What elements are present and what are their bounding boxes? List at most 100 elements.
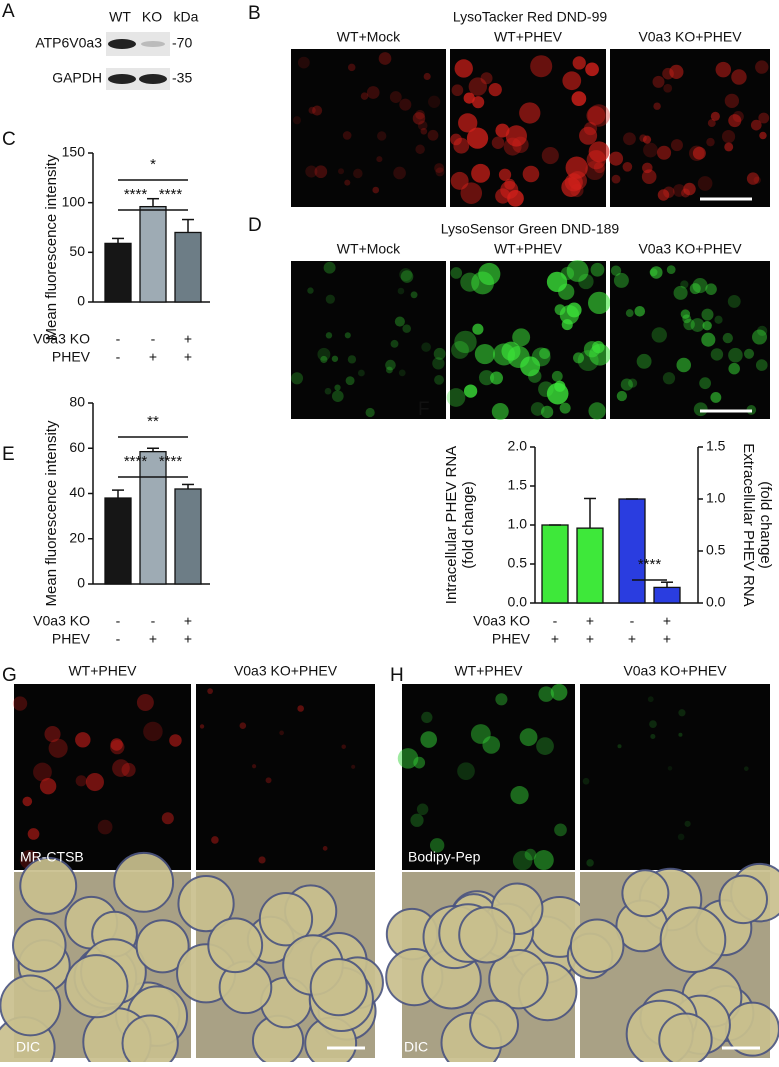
- cell-signal: [470, 724, 491, 744]
- cell-signal: [590, 262, 605, 277]
- cell-signal: [759, 131, 767, 140]
- condition-sign: -: [553, 613, 558, 629]
- dic-cell: [12, 917, 67, 973]
- dic-cell: [718, 874, 769, 925]
- cell-signal: [357, 369, 365, 377]
- cell-signal: [413, 756, 426, 769]
- cell-signal: [457, 762, 475, 781]
- cell-signal: [454, 330, 477, 354]
- cell-signal: [460, 182, 483, 204]
- mw-marker: -70: [172, 35, 192, 51]
- dic-cell: [569, 918, 625, 974]
- condition-label: V0a3 KO+PHEV: [638, 29, 742, 45]
- cell-signal: [565, 156, 588, 179]
- cell-signal: [705, 283, 717, 295]
- cell-signal: [97, 819, 113, 835]
- blot-row-label: GAPDH: [52, 70, 102, 86]
- dic-cell: [258, 892, 314, 947]
- y-axis-label: (fold change): [460, 481, 477, 569]
- cell-signal: [399, 98, 412, 111]
- cell-signal: [641, 169, 657, 184]
- cell-signal: [692, 278, 708, 294]
- cell-signal: [450, 171, 469, 190]
- cell-signal: [472, 323, 484, 335]
- y-tick-label: 0: [77, 575, 85, 591]
- condition-label: V0a3 KO+PHEV: [234, 663, 338, 679]
- bar: [104, 497, 132, 585]
- y2-tick-label: 0.5: [706, 542, 726, 558]
- cell-signal: [683, 318, 695, 331]
- cell-signal: [325, 332, 333, 339]
- cell-signal: [472, 96, 485, 109]
- cell-signal: [344, 332, 351, 339]
- condition-label: WT+PHEV: [494, 241, 563, 257]
- condition-name: V0a3 KO: [33, 613, 90, 629]
- cell-signal: [491, 136, 505, 150]
- cell-signal: [722, 332, 733, 344]
- condition-name: V0a3 KO: [473, 613, 530, 629]
- cell-signal: [587, 291, 611, 315]
- cell-signal: [347, 63, 356, 72]
- dic-cell: [177, 874, 235, 933]
- cell-signal: [649, 720, 657, 729]
- y2-tick-label: 1.5: [706, 438, 726, 454]
- cell-signal: [524, 848, 537, 861]
- cell-signal: [505, 125, 527, 147]
- panel-letter: G: [2, 665, 17, 686]
- cell-signal: [757, 325, 768, 336]
- cell-signal: [415, 109, 425, 120]
- cell-signal: [385, 366, 393, 374]
- condition-label: V0a3 KO+PHEV: [623, 663, 727, 679]
- cell-signal: [450, 267, 463, 279]
- cell-signal: [501, 341, 521, 361]
- cell-signal: [677, 833, 685, 841]
- cell-signal: [586, 106, 606, 126]
- cell-signal: [471, 163, 491, 183]
- condition-sign: -: [116, 613, 121, 629]
- cell-signal: [434, 374, 444, 385]
- dic-cell: [469, 999, 519, 1050]
- condition-label: WT+PHEV: [68, 663, 137, 679]
- condition-label: WT+PHEV: [494, 29, 563, 45]
- cell-signal: [265, 777, 272, 784]
- cell-signal: [669, 64, 684, 79]
- cell-signal: [482, 736, 501, 754]
- condition-sign: +: [184, 349, 192, 365]
- dic-cell: [64, 954, 129, 1019]
- cell-signal: [297, 705, 304, 712]
- cell-signal: [331, 355, 339, 362]
- cell-signal: [620, 378, 633, 391]
- cell-signal: [488, 82, 502, 97]
- panel-letter: D: [248, 215, 262, 236]
- cell-signal: [743, 766, 749, 771]
- condition-sign: +: [184, 613, 192, 629]
- cell-signal: [642, 162, 653, 174]
- panel-letter: F: [418, 399, 430, 420]
- cell-signal: [44, 726, 61, 743]
- cell-signal: [610, 265, 622, 276]
- cell-signal: [468, 77, 488, 96]
- cell-signal: [317, 347, 331, 361]
- cell-signal: [541, 147, 559, 165]
- bar: [618, 498, 646, 604]
- cell-signal: [397, 748, 419, 769]
- condition-name: V0a3 KO: [33, 331, 90, 347]
- dic-cell: [659, 906, 727, 974]
- bar: [139, 205, 167, 303]
- cell-signal: [474, 343, 496, 365]
- cell-signal: [573, 352, 585, 364]
- significance-label: *: [150, 156, 156, 173]
- mw-marker: -35: [172, 70, 192, 86]
- cell-signal: [435, 167, 445, 177]
- cell-signal: [650, 266, 663, 279]
- cell-signal: [710, 111, 720, 121]
- condition-label: WT+PHEV: [454, 663, 523, 679]
- y-tick-label: 0: [77, 293, 85, 309]
- cell-signal: [460, 272, 480, 292]
- cell-signal: [653, 102, 661, 110]
- cell-signal: [463, 92, 475, 104]
- cell-signal: [325, 294, 335, 304]
- cell-signal: [480, 72, 493, 85]
- cell-signal: [110, 738, 123, 751]
- cell-signal: [376, 156, 383, 163]
